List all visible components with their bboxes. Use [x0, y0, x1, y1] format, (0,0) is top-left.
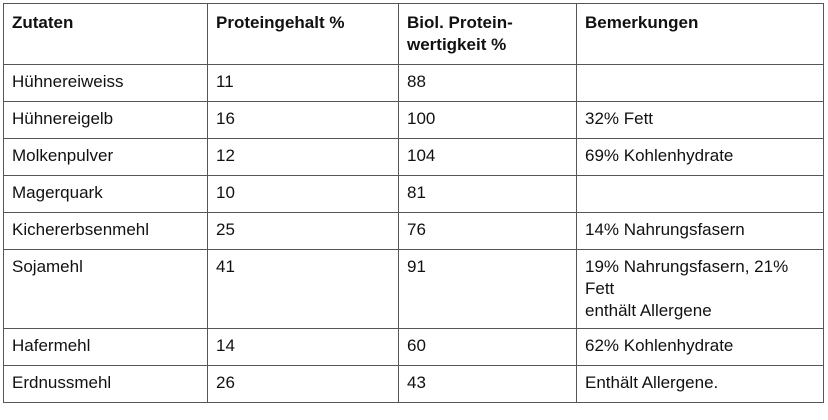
cell-protein: 10: [207, 175, 399, 213]
cell-wertigkeit: 91: [398, 249, 577, 329]
cell-bemerkungen: 62% Kohlenhydrate: [576, 328, 824, 366]
cell-protein: 12: [207, 138, 399, 176]
table-row: Kichererbsenmehl 25 76 14% Nahrungsfaser…: [3, 212, 824, 250]
table-row: Sojamehl 41 91 19% Nahrungsfasern, 21% F…: [3, 249, 824, 329]
table-row: Molkenpulver 12 104 69% Kohlenhydrate: [3, 138, 824, 176]
cell-protein: 11: [207, 64, 399, 102]
table-row: Hafermehl 14 60 62% Kohlenhydrate: [3, 328, 824, 366]
cell-wertigkeit: 60: [398, 328, 577, 366]
cell-wertigkeit: 100: [398, 101, 577, 139]
cell-wertigkeit: 43: [398, 365, 577, 403]
cell-zutat: Kichererbsenmehl: [3, 212, 208, 250]
cell-bemerkungen: [576, 175, 824, 213]
cell-bemerkungen: 69% Kohlenhydrate: [576, 138, 824, 176]
cell-zutat: Hühnereigelb: [3, 101, 208, 139]
cell-bemerkungen: 32% Fett: [576, 101, 824, 139]
cell-wertigkeit: 76: [398, 212, 577, 250]
table-row: Hühnereiweiss 11 88: [3, 64, 824, 102]
table-header-row: Zutaten Proteingehalt % Biol. Protein-we…: [3, 3, 824, 65]
cell-bemerkungen: 19% Nahrungsfasern, 21% Fett enthält All…: [576, 249, 824, 329]
table-row: Magerquark 10 81: [3, 175, 824, 213]
cell-bemerkungen: [576, 64, 824, 102]
cell-wertigkeit: 88: [398, 64, 577, 102]
table-row: Erdnussmehl 26 43 Enthält Allergene.: [3, 365, 824, 403]
cell-zutat: Hühnereiweiss: [3, 64, 208, 102]
cell-zutat: Erdnussmehl: [3, 365, 208, 403]
cell-protein: 14: [207, 328, 399, 366]
cell-protein: 16: [207, 101, 399, 139]
cell-zutat: Magerquark: [3, 175, 208, 213]
cell-zutat: Molkenpulver: [3, 138, 208, 176]
cell-zutat: Sojamehl: [3, 249, 208, 329]
cell-protein: 41: [207, 249, 399, 329]
table-row: Hühnereigelb 16 100 32% Fett: [3, 101, 824, 139]
cell-bemerkungen: 14% Nahrungsfasern: [576, 212, 824, 250]
column-header-bemerkungen: Bemerkungen: [576, 3, 824, 65]
cell-wertigkeit: 104: [398, 138, 577, 176]
column-header-proteingehalt: Proteingehalt %: [207, 3, 399, 65]
cell-protein: 26: [207, 365, 399, 403]
column-header-zutaten: Zutaten: [3, 3, 208, 65]
cell-protein: 25: [207, 212, 399, 250]
cell-zutat: Hafermehl: [3, 328, 208, 366]
ingredients-table: Zutaten Proteingehalt % Biol. Protein-we…: [3, 3, 824, 403]
cell-wertigkeit: 81: [398, 175, 577, 213]
cell-bemerkungen: Enthält Allergene.: [576, 365, 824, 403]
column-header-wertigkeit: Biol. Protein-wertigkeit %: [398, 3, 577, 65]
